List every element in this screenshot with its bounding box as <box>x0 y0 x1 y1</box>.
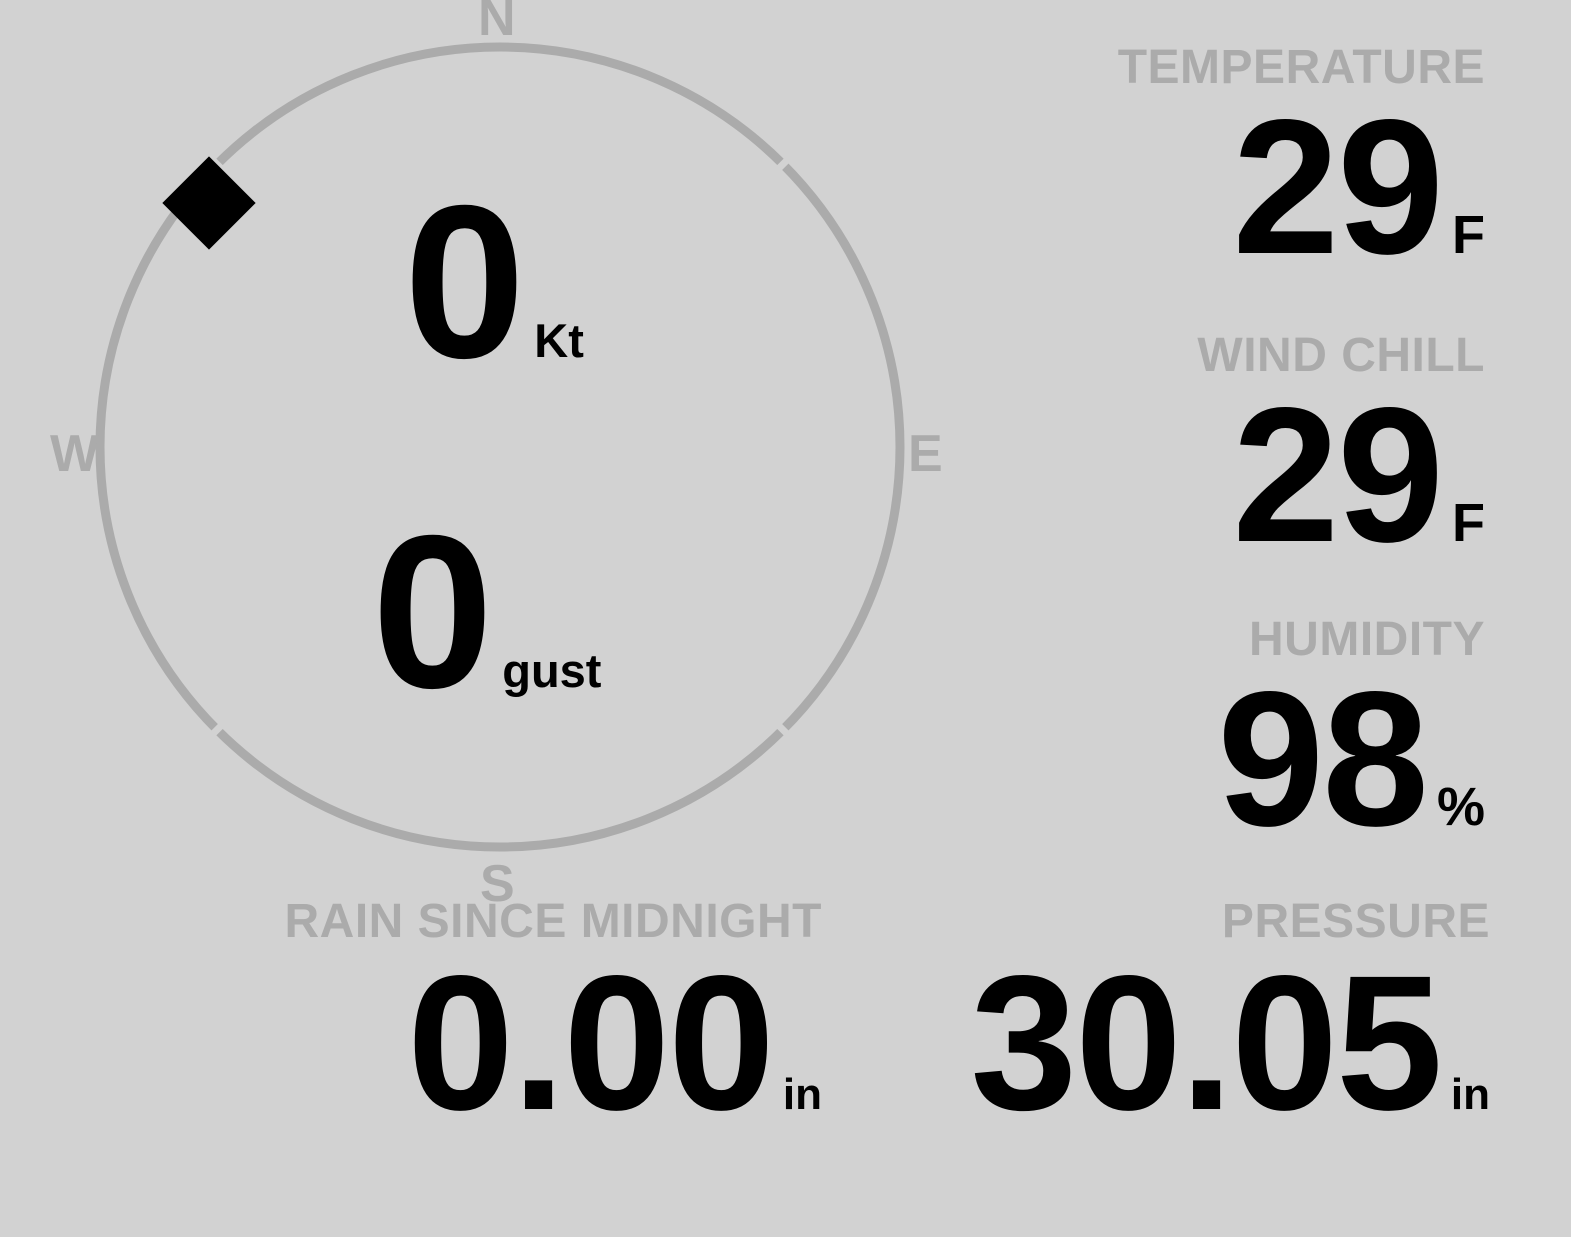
wind-compass[interactable]: N S E W 0 Kt 0 gust <box>0 0 1010 910</box>
stat-pressure-unit: in <box>1450 1070 1490 1119</box>
stat-pressure-value: 30.05 <box>970 935 1442 1150</box>
stat-temperature-value: 29 <box>1232 79 1444 294</box>
stat-rain-since-midnight: RAIN SINCE MIDNIGHT 0.00 in <box>110 895 823 1150</box>
compass-label-north: N <box>478 0 516 47</box>
wind-speed-unit: Kt <box>534 314 584 367</box>
stat-wind-chill-value: 29 <box>1232 367 1444 582</box>
stat-rain-since-midnight-unit: in <box>782 1070 822 1119</box>
compass-label-west: W <box>50 425 100 483</box>
stat-wind-chill: WIND CHILL 29 F <box>925 329 1485 582</box>
wind-gust-readout: 0 gust <box>372 491 602 734</box>
wind-direction-marker-icon <box>162 156 256 250</box>
stat-humidity-label: HUMIDITY <box>1249 613 1485 666</box>
compass-tick-sw <box>203 715 231 744</box>
wind-speed-readout: 0 Kt <box>404 161 584 404</box>
compass-tick-se <box>769 715 797 744</box>
stat-temperature-label: TEMPERATURE <box>1117 41 1485 94</box>
compass-tick-ne <box>769 150 797 179</box>
compass-ring-circle <box>95 42 905 852</box>
stat-temperature: TEMPERATURE 29 F <box>925 41 1485 294</box>
stat-pressure-valuerow: 30.05 in <box>800 935 1490 1150</box>
stat-rain-since-midnight-valuerow: 0.00 in <box>110 935 822 1150</box>
stat-rain-since-midnight-label: RAIN SINCE MIDNIGHT <box>284 895 822 948</box>
stat-humidity-unit: % <box>1436 777 1485 837</box>
stat-temperature-valuerow: 29 F <box>925 79 1485 294</box>
stat-humidity: HUMIDITY 98 % <box>925 613 1485 866</box>
stat-humidity-valuerow: 98 % <box>925 651 1485 866</box>
stat-pressure: PRESSURE 30.05 in <box>800 895 1490 1150</box>
compass-label-east: E <box>908 425 943 483</box>
wind-gust-value: 0 <box>372 491 493 734</box>
compass-tick-group <box>203 150 797 744</box>
stat-wind-chill-label: WIND CHILL <box>1197 329 1485 382</box>
compass-tick-nw <box>203 150 231 179</box>
wind-speed-value: 0 <box>404 161 525 404</box>
stat-rain-since-midnight-value: 0.00 <box>407 935 775 1150</box>
stat-wind-chill-unit: F <box>1452 493 1485 553</box>
stat-wind-chill-valuerow: 29 F <box>925 367 1485 582</box>
compass-dial-svg <box>95 42 905 852</box>
stat-humidity-value: 98 <box>1217 651 1429 866</box>
stat-pressure-label: PRESSURE <box>1221 895 1490 948</box>
compass-label-south: S <box>480 855 515 913</box>
stat-temperature-unit: F <box>1452 205 1485 265</box>
wind-gust-unit: gust <box>502 644 602 697</box>
